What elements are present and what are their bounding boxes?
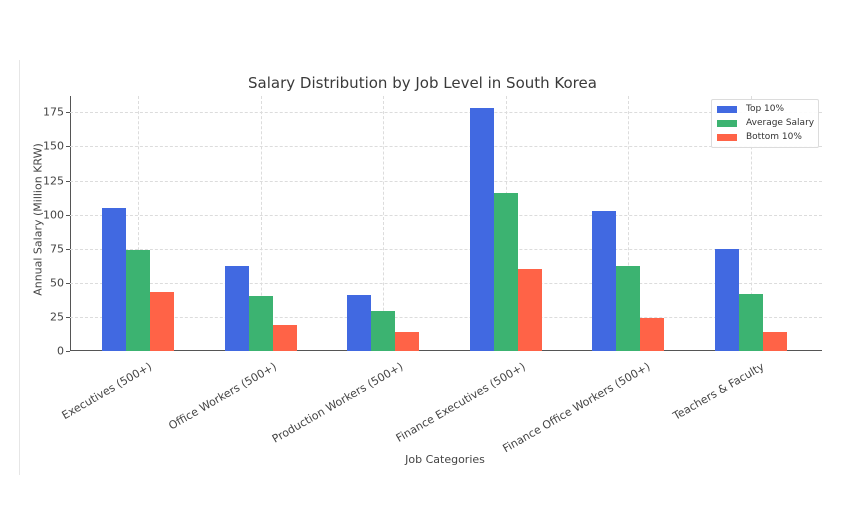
bar-top-10- [469,108,494,351]
page-left-border [19,60,20,475]
legend-label: Bottom 10% [746,132,802,142]
gridline-vertical [628,96,629,351]
gridline-vertical [383,96,384,351]
y-tick-label: 75 [50,242,64,256]
bar-top-10- [224,266,249,351]
y-tick-label: 100 [43,208,64,222]
legend: Top 10% Average Salary Bottom 10% [711,99,819,148]
x-tick-label: Production Workers (500+) [269,360,405,446]
x-tick-label: Finance Office Workers (500+) [500,360,653,456]
y-tick-mark [66,248,70,250]
chart-title: Salary Distribution by Job Level in Sout… [248,74,597,92]
legend-label: Average Salary [746,118,815,128]
gridline-horizontal [70,112,822,114]
gridline-horizontal [70,248,822,250]
y-tick-label: 0 [57,344,64,358]
x-axis-label: Job Categories [405,453,485,466]
y-tick-mark [66,214,70,216]
legend-swatch-icon [717,133,737,141]
x-tick-label: Finance Executives (500+) [393,360,528,445]
gridline-horizontal [70,180,822,182]
gridline-vertical [260,96,262,351]
x-tick-label: Teachers & Faculty [670,360,767,423]
gridline-horizontal [70,214,822,216]
x-tick-label: Office Workers (500+) [166,360,279,433]
y-axis-line [70,96,71,351]
bar-average-salary [493,192,518,351]
legend-item-bottom10: Bottom 10% [717,131,802,143]
x-axis-line [70,350,822,351]
bar-top-10- [592,210,616,351]
bar-average-salary [248,296,273,351]
bar-average-salary [371,311,395,351]
bar-bottom-10- [395,331,419,351]
bar-bottom-10- [272,325,297,351]
y-tick-label: 50 [50,276,64,290]
bar-bottom-10- [150,292,174,351]
y-tick-mark [66,180,70,182]
plot-area [66,96,822,352]
bar-average-salary [126,250,150,351]
gridline-horizontal [70,316,822,318]
y-tick-mark [66,146,70,148]
y-tick-mark [66,316,70,318]
bar-average-salary [616,266,640,351]
y-tick-mark [66,112,70,114]
legend-swatch-icon [717,105,737,113]
bar-bottom-10- [762,331,787,351]
bar-top-10- [714,248,739,351]
gridline-vertical [750,96,752,351]
y-tick-mark [66,351,70,352]
gridline-horizontal [70,282,822,284]
legend-swatch-icon [717,119,737,127]
gridline-horizontal [70,146,822,148]
legend-label: Top 10% [746,104,785,114]
y-tick-mark [66,282,70,284]
gridline-vertical [138,96,139,351]
bar-bottom-10- [640,318,664,351]
y-tick-label: 150 [43,139,64,153]
y-tick-label: 25 [50,310,64,324]
legend-item-top10: Top 10% [717,103,784,115]
bar-bottom-10- [517,269,542,351]
legend-item-average: Average Salary [717,117,814,129]
x-tick-label: Executives (500+) [59,360,154,423]
y-tick-label: 125 [43,174,64,188]
bar-average-salary [738,293,763,351]
bar-top-10- [102,207,126,351]
bar-top-10- [347,295,371,351]
y-tick-label: 175 [43,105,64,119]
